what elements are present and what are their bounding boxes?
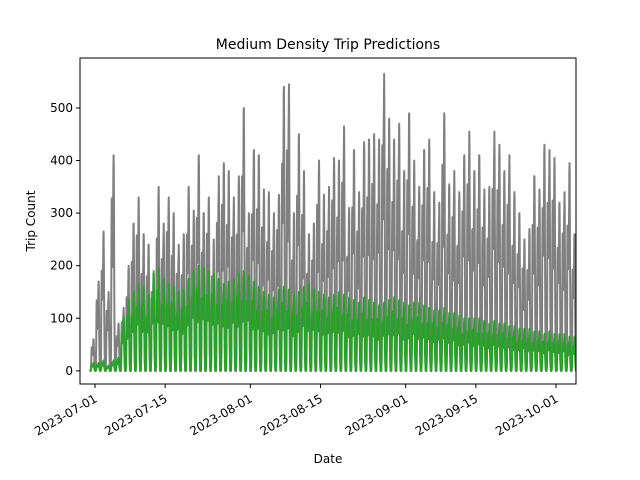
chart-title: Medium Density Trip Predictions	[216, 37, 440, 53]
y-tick-label: 0	[65, 364, 73, 378]
series-layer	[89, 72, 576, 372]
plot-area-frame	[79, 57, 577, 385]
series-line-1	[89, 72, 576, 372]
y-tick-label: 100	[50, 311, 73, 325]
series-line-2	[89, 264, 576, 372]
y-tick-label: 400	[50, 154, 73, 168]
y-tick-label: 500	[50, 101, 73, 115]
y-tick-label: 200	[50, 259, 73, 273]
y-axis-title: Trip Count	[24, 190, 38, 252]
y-tick-label: 300	[50, 206, 73, 220]
y-axis: 0 100 200 300 400 500	[50, 101, 80, 378]
x-axis-title: Date	[314, 452, 343, 466]
